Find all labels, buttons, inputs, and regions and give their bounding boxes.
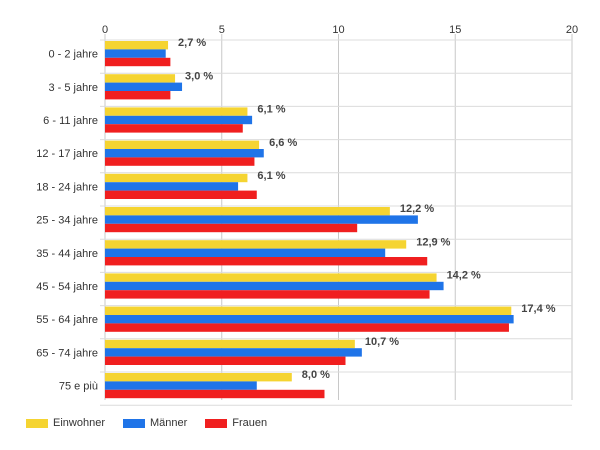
bar-einwohner: [105, 373, 292, 382]
bar-einwohner: [105, 74, 176, 83]
category-label: 45 - 54 jahre: [36, 281, 98, 293]
bar-einwohner: [105, 240, 407, 249]
legend: Einwohner Männer Frauen: [26, 417, 285, 429]
bar-m-nner: [105, 115, 253, 125]
bar-m-nner: [105, 82, 183, 91]
category-label: 3 - 5 jahre: [48, 82, 98, 94]
bar-einwohner: [105, 339, 355, 349]
data-label: 10,7 %: [365, 336, 399, 348]
category-label: 6 - 11 jahre: [43, 115, 98, 127]
bar-m-nner: [105, 49, 166, 58]
x-tick-label: 10: [332, 24, 344, 36]
x-tick-label: 20: [566, 24, 578, 36]
category-label: 35 - 44 jahre: [36, 248, 98, 260]
data-label: 12,2 %: [400, 203, 434, 215]
bar-einwohner: [105, 273, 437, 282]
category-label: 0 - 2 jahre: [48, 49, 98, 61]
legend-label: Einwohner: [53, 417, 105, 429]
x-tick-label: 0: [102, 24, 108, 36]
data-labels: 2,7 % 3,0 % 6,1 % 6,6 % 6,1 % 12,2 % 12,9 % 14,…: [178, 37, 556, 381]
data-label: 17,4 %: [521, 303, 555, 315]
legend-swatch: [205, 418, 228, 428]
bar-frauen: [105, 257, 428, 266]
legend-swatch: [122, 418, 145, 428]
x-tick-label: 5: [219, 24, 225, 36]
bar-frauen: [105, 190, 257, 199]
bar-einwohner: [105, 173, 248, 183]
data-label: 8,0 %: [302, 369, 330, 381]
data-label: 12,9 %: [416, 236, 450, 248]
category-label: 25 - 34 jahre: [36, 215, 98, 227]
bar-frauen: [105, 124, 243, 133]
data-label: 6,1 %: [257, 170, 285, 182]
bar-frauen: [105, 323, 509, 332]
x-axis: 0 5 10 15 20: [102, 24, 578, 36]
category-label: 75 e più: [59, 381, 98, 393]
bar-einwohner: [105, 207, 390, 216]
data-label: 14,2 %: [447, 270, 481, 282]
bars: [105, 41, 514, 399]
bar-m-nner: [105, 215, 418, 224]
bar-m-nner: [105, 348, 362, 357]
bar-m-nner: [105, 381, 257, 390]
bar-m-nner: [105, 182, 239, 191]
bar-m-nner: [105, 248, 386, 257]
bar-m-nner: [105, 281, 444, 291]
legend-swatch: [26, 418, 48, 428]
bar-frauen: [105, 389, 325, 399]
category-label: 18 - 24 jahre: [36, 181, 98, 193]
bar-frauen: [105, 57, 171, 67]
x-tick-label: 15: [449, 24, 461, 36]
bar-einwohner: [105, 140, 260, 149]
bar-einwohner: [105, 41, 169, 50]
bar-frauen: [105, 223, 358, 233]
legend-item: Männer: [122, 417, 188, 429]
legend-item: Frauen: [205, 417, 267, 429]
data-label: 6,1 %: [257, 104, 285, 116]
bar-frauen: [105, 157, 255, 166]
data-label: 2,7 %: [178, 37, 206, 49]
legend-label: Frauen: [232, 417, 268, 429]
grid: [100, 34, 573, 406]
bar-frauen: [105, 290, 430, 299]
data-label: 3,0 %: [185, 70, 213, 82]
y-axis: 0 - 2 jahre 3 - 5 jahre 6 - 11 jahre 12 - 1…: [36, 49, 98, 393]
bar-m-nner: [105, 315, 514, 324]
bar-frauen: [105, 91, 171, 100]
bar-einwohner: [105, 107, 248, 116]
category-label: 55 - 64 jahre: [36, 314, 98, 326]
bar-m-nner: [105, 149, 264, 158]
legend-label: Männer: [149, 417, 188, 429]
legend-item: Einwohner: [26, 417, 105, 429]
category-label: 12 - 17 jahre: [36, 148, 98, 160]
data-label: 6,6 %: [269, 137, 297, 149]
bar-frauen: [105, 356, 346, 365]
category-label: 65 - 74 jahre: [36, 347, 98, 359]
bar-einwohner: [105, 306, 512, 315]
